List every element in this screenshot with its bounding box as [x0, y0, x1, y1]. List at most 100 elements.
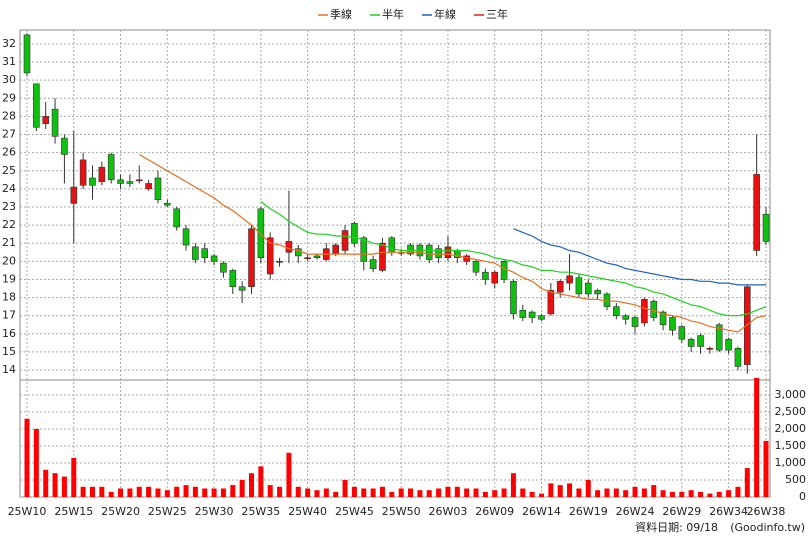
candle-body: [482, 271, 489, 280]
candle-body: [238, 286, 246, 291]
y-tick-label: 21: [2, 236, 16, 249]
candle-body: [369, 259, 377, 269]
volume-bar: [33, 428, 39, 497]
volume-bar: [726, 490, 732, 497]
y-tick-label: 24: [2, 182, 16, 195]
volume-bar: [501, 488, 507, 497]
candle-body: [304, 257, 311, 260]
candle-body: [706, 347, 714, 350]
candle-body: [500, 261, 508, 280]
volume-bar: [445, 486, 451, 497]
candle-body: [51, 108, 59, 137]
candle-body: [725, 338, 732, 351]
volume-bar: [735, 486, 741, 497]
y-tick-label: 14: [2, 363, 16, 376]
ma-line: [138, 153, 767, 333]
candle-body: [669, 317, 676, 331]
candle-body: [332, 244, 339, 255]
candle-body: [425, 244, 433, 260]
candle-body: [622, 315, 629, 320]
volume-bar: [71, 457, 77, 497]
x-tick-label: 26W19: [569, 505, 608, 518]
y-tick-label: 26: [2, 146, 16, 159]
x-tick-label: 26W09: [475, 505, 514, 518]
candle-body: [734, 347, 742, 367]
candle-body: [23, 34, 31, 74]
x-tick-label: 25W25: [148, 505, 187, 518]
volume-bar: [118, 488, 124, 497]
volume-bar: [754, 377, 760, 497]
x-tick-label: 26W14: [522, 505, 561, 518]
volume-bar: [370, 488, 376, 497]
candle-body: [491, 271, 499, 284]
candle-body: [379, 242, 386, 271]
candle-body: [154, 177, 162, 201]
candle-body: [388, 237, 396, 253]
volume-bar: [258, 466, 264, 497]
volume-panel: [19, 379, 771, 498]
volume-bar: [333, 491, 339, 497]
volume-bar: [89, 486, 95, 497]
candle-body: [257, 208, 265, 259]
volume-bar: [529, 491, 535, 497]
legend-label: 季線: [330, 7, 352, 21]
x-tick-label: 26W24: [616, 505, 655, 518]
candle-body: [341, 230, 349, 251]
footer-date: 資料日期: 09/18: [635, 520, 718, 534]
volume-bar: [510, 473, 516, 497]
candle-body: [173, 208, 180, 228]
volume-bar: [641, 488, 647, 497]
volume-bar: [557, 485, 563, 497]
volume-bar: [43, 469, 49, 497]
x-tick-label: 26W03: [429, 505, 468, 518]
candle-body: [631, 317, 639, 327]
candle-body: [98, 166, 106, 182]
candle-body: [210, 255, 218, 262]
volume-tick-label: 1,500: [775, 439, 807, 452]
volume-bar: [632, 486, 638, 497]
candle-body: [538, 315, 545, 320]
volume-bar: [613, 488, 619, 497]
y-tick-label: 20: [2, 254, 16, 267]
candle-body: [182, 228, 190, 246]
x-tick-label: 26W29: [662, 505, 701, 518]
volume-bar: [520, 488, 526, 497]
volume-bar: [688, 490, 694, 497]
ma-line: [513, 228, 766, 286]
volume-tick-label: 1,000: [775, 456, 807, 469]
candle-body: [70, 186, 78, 204]
x-tick-label: 26W34: [709, 505, 748, 518]
y-tick-label: 31: [2, 55, 16, 68]
volume-bar: [651, 485, 657, 497]
candle-body: [192, 246, 199, 260]
volume-bar: [548, 483, 554, 497]
y-tick-label: 16: [2, 327, 16, 340]
candle-body: [575, 277, 583, 295]
candle-body: [435, 248, 442, 259]
volume-bar: [24, 418, 30, 497]
candle-body: [510, 280, 517, 315]
candle-body: [220, 262, 227, 273]
volume-bar: [351, 486, 357, 497]
volume-bar: [99, 486, 105, 497]
candle-body: [117, 179, 124, 184]
volume-tick-label: 3,000: [775, 388, 807, 401]
volume-bar: [174, 486, 180, 497]
y-tick-label: 25: [2, 164, 16, 177]
volume-bar: [595, 490, 601, 497]
volume-bar: [239, 479, 245, 497]
volume-bar: [492, 490, 498, 497]
candle-body: [266, 237, 274, 275]
volume-bar: [164, 490, 170, 497]
volume-bar: [249, 473, 255, 497]
candle-body: [61, 137, 68, 155]
legend-label: 半年: [382, 7, 404, 21]
x-tick-label: 25W30: [195, 505, 234, 518]
volume-bar: [679, 491, 685, 497]
volume-bar: [698, 491, 704, 497]
x-tick-label: 25W40: [288, 505, 327, 518]
candle-body: [697, 335, 704, 347]
volume-bar: [108, 491, 114, 497]
y-tick-label: 17: [2, 309, 16, 322]
